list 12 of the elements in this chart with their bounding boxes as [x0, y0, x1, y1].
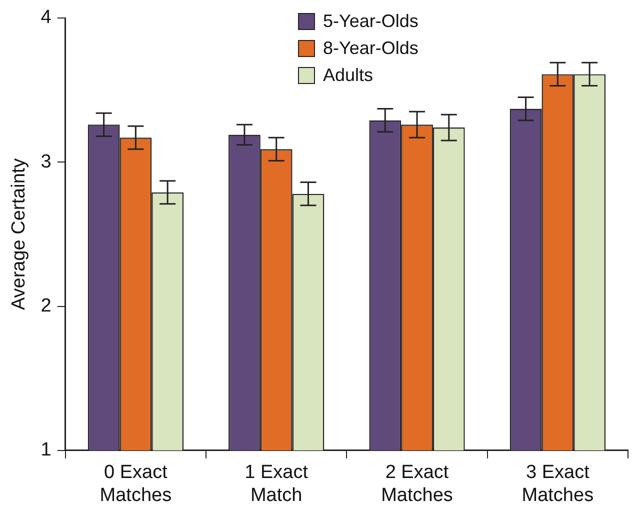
legend-label: 8-Year-Olds: [323, 38, 418, 59]
y-axis-title: Average Certainty: [8, 158, 30, 310]
y-tick-label: 3: [40, 151, 52, 172]
legend-label: Adults: [323, 65, 374, 86]
y-tick-label: 4: [40, 7, 52, 28]
y-tick-label: 2: [40, 296, 52, 316]
legend-label: 5-Year-Olds: [323, 11, 418, 32]
x-tick-label: 0 Exact Matches: [100, 462, 172, 506]
y-tick-label: 1: [40, 440, 52, 461]
x-tick-label: 3 Exact Matches: [522, 462, 594, 506]
x-tick-label: 2 Exact Matches: [381, 462, 453, 506]
x-tick-label: 1 Exact Match: [244, 462, 309, 506]
